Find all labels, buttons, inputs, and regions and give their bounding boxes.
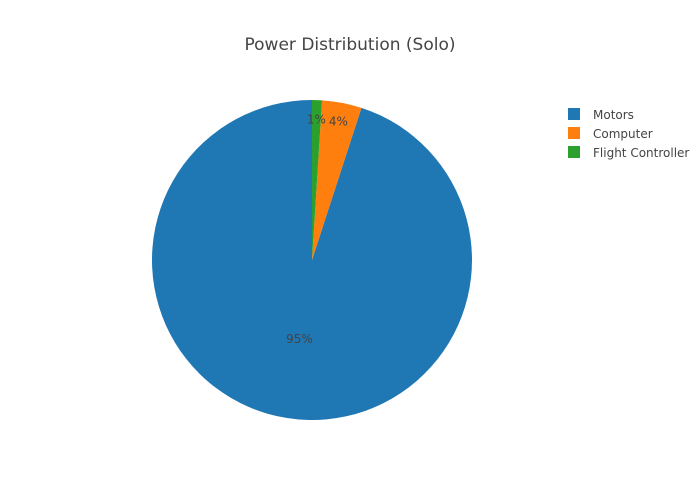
legend-item-motors[interactable]: Motors	[568, 108, 634, 122]
slice-percent-label: 4%	[329, 115, 348, 129]
legend-swatch	[568, 127, 580, 139]
pie-slice-flight-controller[interactable]	[312, 100, 323, 260]
slice-percent-label: 1%	[307, 112, 326, 126]
legend-item-flight-controller[interactable]: Flight Controller	[568, 146, 689, 160]
legend-swatch	[568, 146, 580, 158]
pie-slices	[151, 100, 472, 420]
pie-slice-computer[interactable]	[312, 100, 362, 260]
pie-slice-motors[interactable]	[151, 100, 472, 420]
legend-swatch	[568, 108, 580, 120]
slice-percent-label: 95%	[286, 332, 313, 346]
legend-label: Computer	[593, 127, 653, 141]
pie-slice-labels: 95% 4%1%	[286, 112, 348, 346]
legend-label: Motors	[593, 108, 634, 122]
legend: Motors Computer Flight Controller	[568, 108, 689, 160]
chart-title: Power Distribution (Solo)	[245, 35, 456, 55]
legend-label: Flight Controller	[593, 146, 689, 160]
legend-item-computer[interactable]: Computer	[568, 127, 653, 141]
